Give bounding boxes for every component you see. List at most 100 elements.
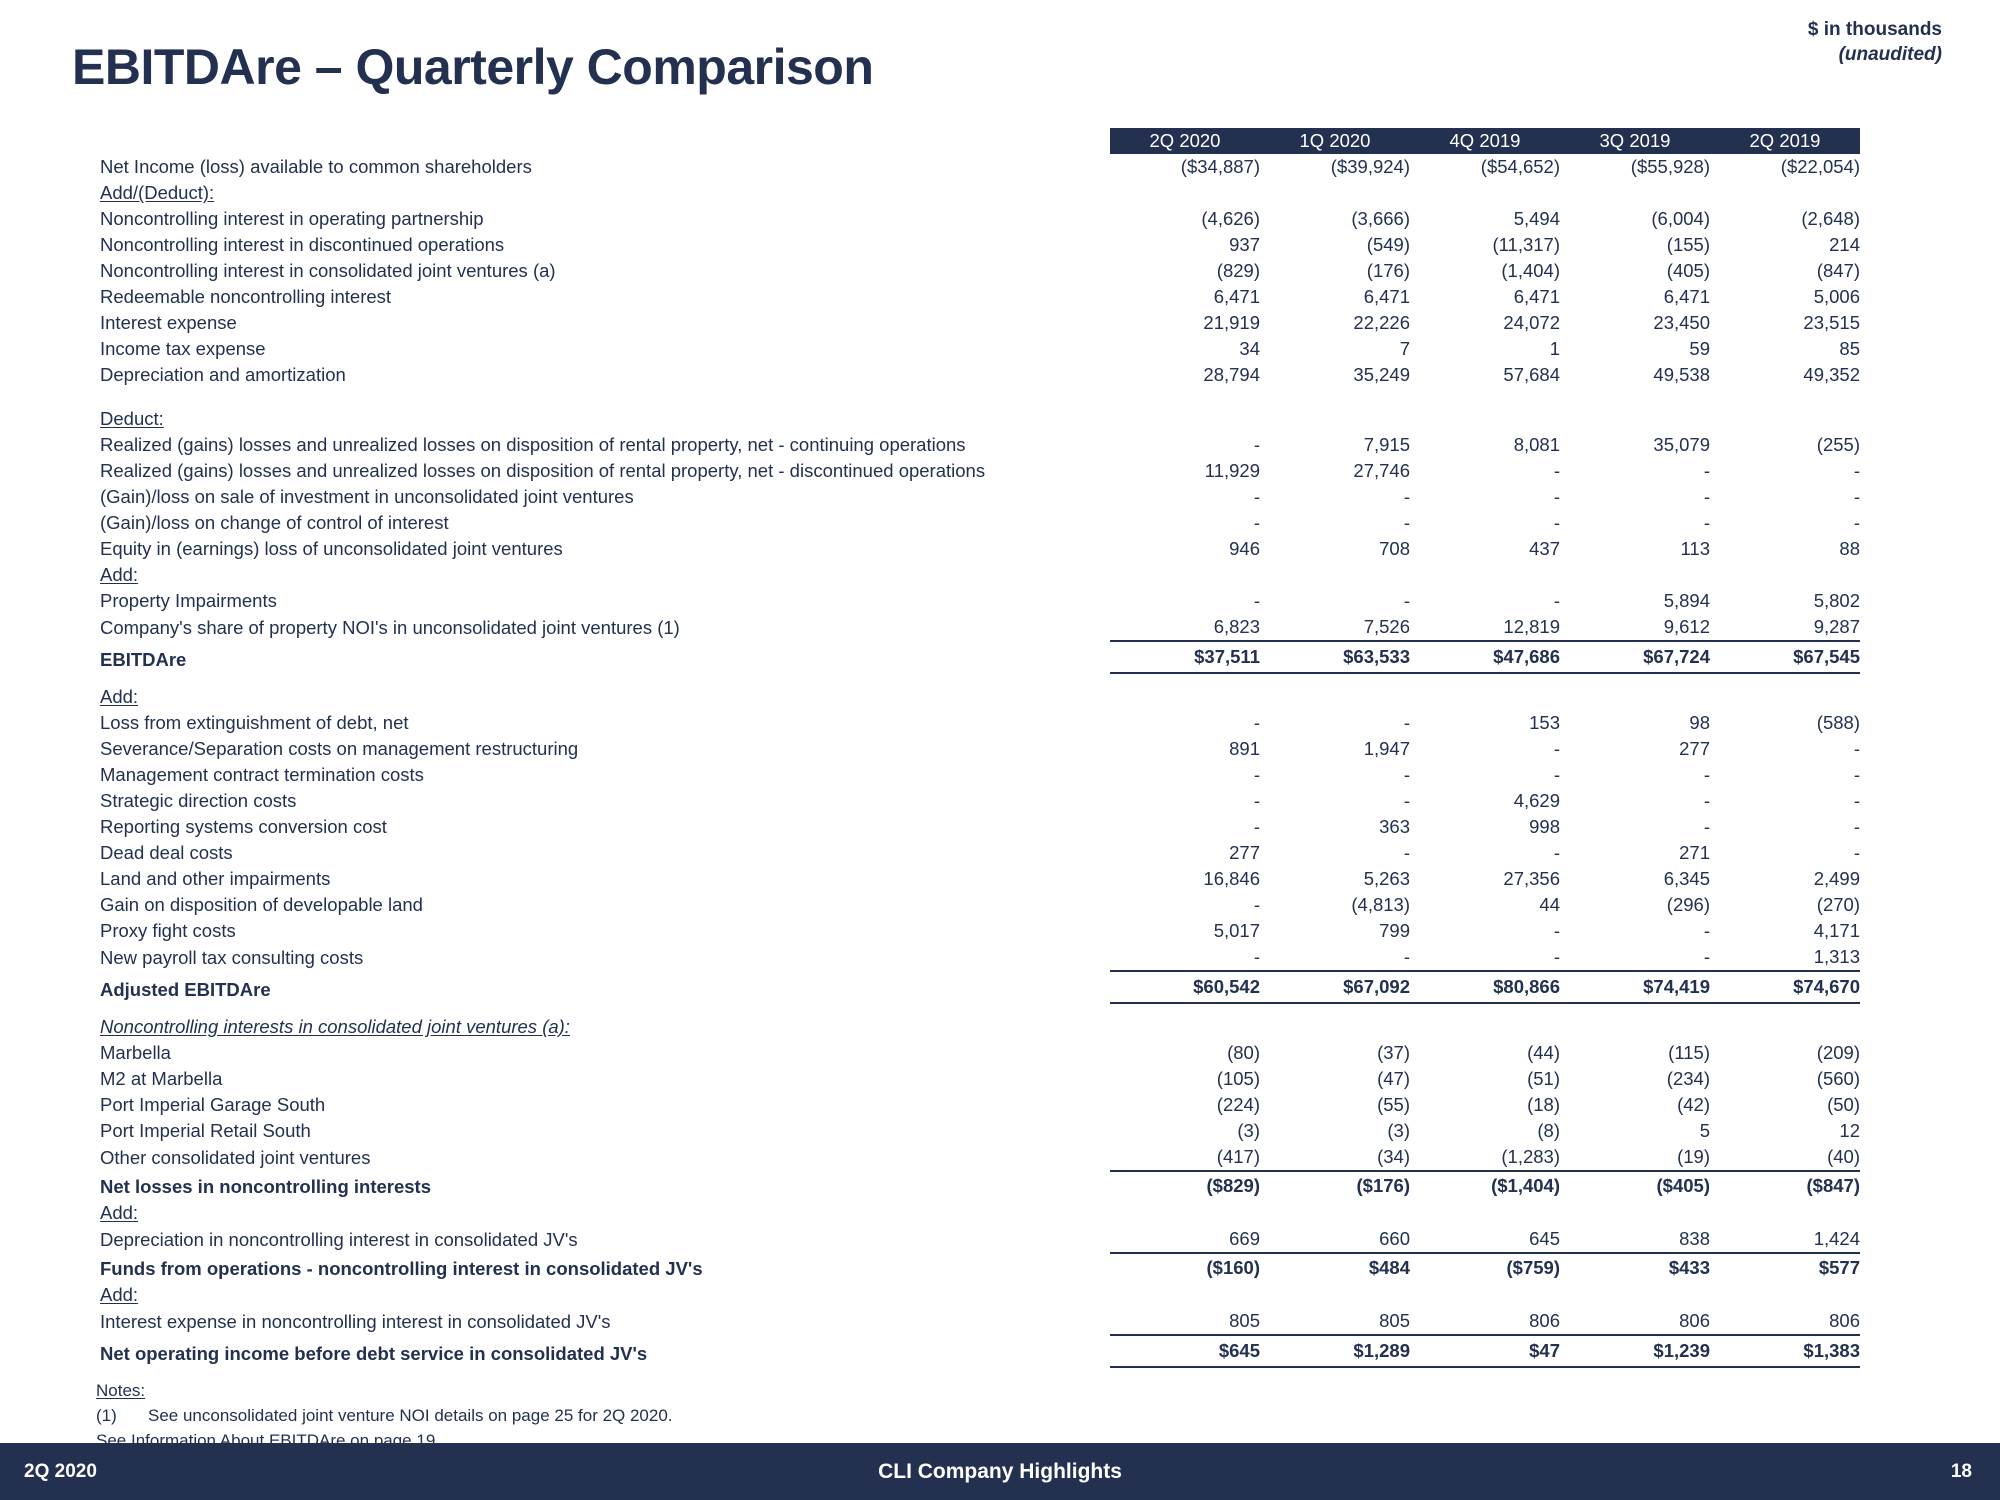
column-header-1q2020: 1Q 2020 <box>1260 128 1410 154</box>
table-row <box>100 673 1860 684</box>
row-value-cell: 88 <box>1839 538 1860 559</box>
row-label-cell: Other consolidated joint ventures <box>100 1147 371 1168</box>
row-value-cell: 44 <box>1539 894 1560 915</box>
column-header-4q2019: 4Q 2019 <box>1410 128 1560 154</box>
row-label-cell: Property Impairments <box>100 590 277 611</box>
row-value-cell: 805 <box>1379 1310 1410 1331</box>
row-value-cell: (40) <box>1827 1146 1860 1167</box>
row-value-cell <box>1110 1200 1260 1226</box>
row-value-cell: (44) <box>1527 1042 1560 1063</box>
row-value-cell: - <box>1553 738 1560 759</box>
row-value-cell: $484 <box>1260 1252 1410 1282</box>
table-row: Realized (gains) losses and unrealized l… <box>100 458 1860 484</box>
row-value-cell: (105) <box>1216 1068 1260 1089</box>
notes-title: Notes: <box>96 1381 146 1400</box>
table-row: EBITDAre $37,511 $63,533 $47,686 $67,724 $67,… <box>100 640 1860 674</box>
row-value-cell: - <box>1253 512 1260 533</box>
audit-status-label: (unaudited) <box>1838 43 1942 65</box>
row-value-cell <box>1560 1200 1710 1226</box>
section-heading: Add/(Deduct): <box>100 182 215 203</box>
row-value-cell: - <box>1853 738 1860 759</box>
row-value-cell: 49,538 <box>1653 364 1710 385</box>
row-value-cell: (560) <box>1816 1068 1860 1089</box>
column-header-2q2020: 2Q 2020 <box>1110 128 1260 154</box>
table-row: Severance/Separation costs on management… <box>100 736 1860 762</box>
table-row <box>100 1003 1860 1014</box>
row-value-cell: 891 <box>1229 738 1260 759</box>
row-value-cell: - <box>1253 894 1260 915</box>
row-value-cell: ($22,054) <box>1780 156 1860 177</box>
row-value-cell <box>1410 1014 1560 1040</box>
row-value-cell: 24,072 <box>1503 312 1560 333</box>
row-value-cell: 1,947 <box>1363 738 1410 759</box>
row-value-cell <box>1410 406 1560 432</box>
row-value-cell: (176) <box>1366 260 1410 281</box>
row-value-cell: (296) <box>1666 894 1710 915</box>
row-value-cell <box>1110 388 1260 406</box>
row-value-cell <box>1710 562 1860 588</box>
row-value-cell <box>1710 684 1860 710</box>
row-value-cell: (155) <box>1666 234 1710 255</box>
row-label-cell: Reporting systems conversion cost <box>100 816 387 837</box>
row-value-cell: 708 <box>1379 538 1410 559</box>
row-value-cell: ($34,887) <box>1180 156 1260 177</box>
table-row: Gain on disposition of developable land -… <box>100 892 1860 918</box>
row-value-cell: 6,471 <box>1663 286 1710 307</box>
table-row: Deduct: <box>100 406 1860 432</box>
row-value-cell <box>1110 1003 1260 1014</box>
row-value-cell: 1,424 <box>1813 1228 1860 1249</box>
row-label-cell: New payroll tax consulting costs <box>100 947 364 968</box>
row-value-cell: (1,283) <box>1501 1146 1560 1167</box>
row-value-cell: 5,802 <box>1813 590 1860 611</box>
row-value-cell <box>1260 673 1410 684</box>
row-label-cell: Loss from extinguishment of debt, net <box>100 712 409 733</box>
units-label: $ in thousands <box>1807 19 1942 40</box>
row-value-cell: 8,081 <box>1513 434 1560 455</box>
row-value-cell: 998 <box>1529 816 1560 837</box>
row-value-cell: - <box>1703 790 1710 811</box>
table-row: Noncontrolling interest in operating par… <box>100 206 1860 232</box>
table-row: Management contract termination costs - - -… <box>100 762 1860 788</box>
table-header-row: 2Q 2020 1Q 2020 4Q 2019 3Q 2019 2Q 2019 <box>100 128 1860 154</box>
table-row: Reporting systems conversion cost - 363 998… <box>100 814 1860 840</box>
row-value-cell <box>1560 406 1710 432</box>
row-value-cell <box>1260 562 1410 588</box>
row-value-cell <box>1260 1200 1410 1226</box>
row-value-cell: 34 <box>1239 338 1260 359</box>
footer-period-label: 2Q 2020 <box>24 1461 97 1482</box>
row-value-cell: 49,352 <box>1803 364 1860 385</box>
table-row: Net losses in noncontrolling interests ($… <box>100 1170 1860 1200</box>
row-value-cell: - <box>1703 486 1710 507</box>
row-value-cell: - <box>1703 946 1710 967</box>
row-value-cell: 27,356 <box>1503 868 1560 889</box>
row-value-cell: (3) <box>1387 1120 1410 1141</box>
section-heading: Noncontrolling interests in consolidated… <box>100 1016 570 1037</box>
table-row: (Gain)/loss on sale of investment in unc… <box>100 484 1860 510</box>
row-value-cell: (2,648) <box>1801 208 1860 229</box>
row-label-cell: Net operating income before debt service… <box>100 1343 648 1364</box>
table-row: Interest expense in noncontrolling inter… <box>100 1308 1860 1335</box>
row-label-cell: Net Income (loss) available to common sh… <box>100 156 532 177</box>
row-value-cell: (47) <box>1377 1068 1410 1089</box>
row-value-cell: 85 <box>1839 338 1860 359</box>
row-value-cell: - <box>1253 946 1260 967</box>
row-value-cell: 946 <box>1229 538 1260 559</box>
section-heading: Add: <box>100 1284 139 1305</box>
row-label-cell: Deduct: <box>100 406 1110 432</box>
note-text: See unconsolidated joint venture NOI det… <box>148 1406 673 1425</box>
row-label-cell: Port Imperial Retail South <box>100 1120 311 1141</box>
header-cell-label <box>100 128 1110 154</box>
row-label-cell: Management contract termination costs <box>100 764 424 785</box>
footer-deck-title: CLI Company Highlights <box>878 1460 1122 1483</box>
column-header-3q2019: 3Q 2019 <box>1560 128 1710 154</box>
table-row: Net Income (loss) available to common sh… <box>100 154 1860 180</box>
table-row: Noncontrolling interest in consolidated … <box>100 258 1860 284</box>
row-value-cell: 57,684 <box>1503 364 1560 385</box>
row-value-cell: (405) <box>1666 260 1710 281</box>
row-value-cell: $433 <box>1560 1252 1710 1282</box>
slide-footer: 2Q 2020 CLI Company Highlights 18 <box>0 1443 2000 1500</box>
row-value-cell: 12 <box>1839 1120 1860 1141</box>
table-row: Property Impairments - - - 5,894 5,802 <box>100 588 1860 614</box>
table-row: Add/(Deduct): <box>100 180 1860 206</box>
row-value-cell: (209) <box>1816 1042 1860 1063</box>
